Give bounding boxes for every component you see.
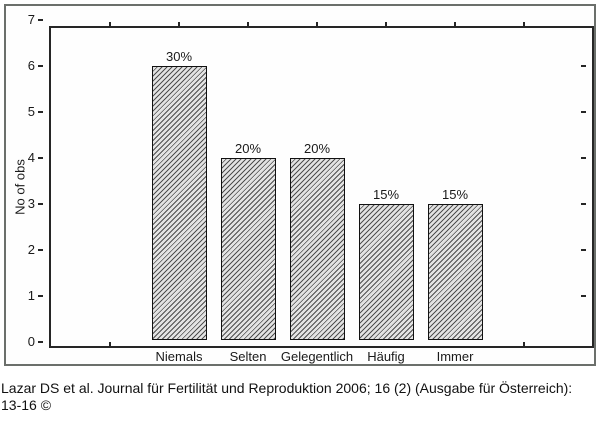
x-tick-mark-top (247, 22, 249, 26)
y-tick-mark-left (38, 19, 43, 21)
x-tick-mark-top (523, 22, 525, 26)
y-tick-label: 7 (27, 12, 35, 27)
y-tick-mark-right (581, 249, 586, 251)
bar-gelegentlich (289, 158, 345, 340)
y-tick-mark-right (581, 295, 586, 297)
y-tick-mark-left (38, 341, 43, 343)
x-tick-mark-bottom (523, 342, 525, 346)
y-tick-mark-right (581, 157, 586, 159)
y-tick-label: 2 (27, 242, 35, 257)
y-tick-mark-left (38, 203, 43, 205)
y-tick-label: 6 (27, 58, 35, 73)
source-caption: Lazar DS et al. Journal für Fertilität u… (1, 380, 573, 413)
y-tick-mark-left (38, 295, 43, 297)
y-tick-mark-right (581, 111, 586, 113)
bar-value-label: 20% (234, 141, 262, 156)
y-tick-label: 1 (27, 288, 35, 303)
bar-selten (220, 158, 276, 340)
y-tick-mark-right (581, 203, 586, 205)
x-tick-mark-top (109, 22, 111, 26)
x-tick-mark-top (385, 22, 387, 26)
y-tick-label: 5 (27, 104, 35, 119)
x-category-label: Niemals (155, 349, 203, 364)
x-category-label: Gelegentlich (280, 349, 354, 364)
bar-value-label: 30% (165, 49, 193, 64)
y-tick-label: 0 (27, 334, 35, 349)
x-tick-mark-bottom (109, 342, 111, 346)
y-tick-mark-left (38, 157, 43, 159)
bar-häufig (358, 204, 414, 340)
bar-value-label: 20% (303, 141, 331, 156)
bar-niemals (151, 66, 207, 340)
x-category-label: Häufig (367, 349, 405, 364)
bar-value-label: 15% (441, 187, 469, 202)
x-tick-mark-top (454, 22, 456, 26)
bar-value-label: 15% (372, 187, 400, 202)
x-tick-mark-top (178, 22, 180, 26)
x-tick-mark-top (316, 22, 318, 26)
bar-immer (427, 204, 483, 340)
y-tick-mark-left (38, 249, 43, 251)
x-category-label: Selten (229, 349, 267, 364)
x-category-label: Immer (436, 349, 474, 364)
y-tick-mark-left (38, 65, 43, 67)
y-tick-mark-right (581, 65, 586, 67)
y-tick-label: 3 (27, 196, 35, 211)
y-tick-label: 4 (27, 150, 35, 165)
y-tick-mark-left (38, 111, 43, 113)
